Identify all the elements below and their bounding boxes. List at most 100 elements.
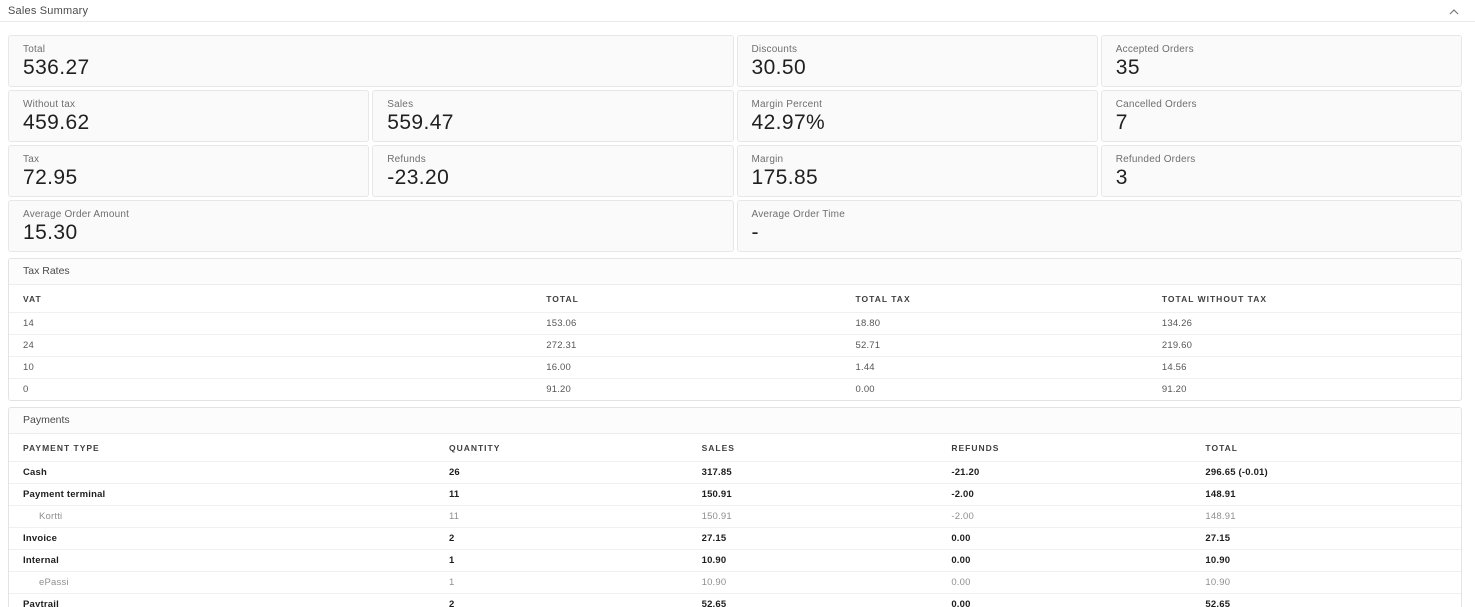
card-label: Cancelled Orders <box>1115 99 1197 110</box>
cell-quantity: 11 <box>448 505 702 528</box>
cell-total: 91.20 <box>546 378 856 400</box>
metric-card-refunded-orders: Refunded Orders 3 <box>1100 145 1462 197</box>
payments-panel: Payments PAYMENT TYPE QUANTITY SALES REF… <box>8 407 1462 607</box>
card-value: 72.95 <box>23 166 78 189</box>
cell-total-tax: 18.80 <box>855 312 1162 335</box>
cell-refunds: 0.00 <box>951 527 1206 550</box>
card-label: Sales <box>387 99 414 110</box>
column-header-vat: VAT <box>23 294 42 304</box>
card-label: Total <box>23 44 46 55</box>
cell-total: 52.65 <box>1205 593 1461 607</box>
tax-rate-row: 24 272.31 52.71 219.60 <box>9 334 1461 357</box>
card-label: Discounts <box>751 44 798 55</box>
section-header: Sales Summary <box>0 0 1475 22</box>
metric-card-refunds: Refunds -23.20 <box>372 145 734 197</box>
card-label: Refunds <box>387 154 426 165</box>
summary-cards-grid: Total 536.27 Discounts 30.50 Accepted Or… <box>8 35 1462 252</box>
cell-vat: 10 <box>9 356 547 379</box>
payment-sub-row-kortti: Kortti 11 150.91 -2.00 148.91 <box>9 505 1461 528</box>
cell-total-without-tax: 219.60 <box>1161 334 1461 357</box>
cell-total: 27.15 <box>1205 527 1461 550</box>
metric-card-cancelled-orders: Cancelled Orders 7 <box>1100 90 1462 142</box>
cell-total: 272.31 <box>546 334 856 357</box>
metric-card-tax: Tax 72.95 <box>8 145 370 197</box>
card-value: 559.47 <box>387 111 454 134</box>
column-header-total: TOTAL <box>546 294 579 304</box>
cell-quantity: 11 <box>448 483 702 506</box>
cell-quantity: 26 <box>448 461 702 484</box>
card-label: Without tax <box>23 99 76 110</box>
metric-card-sales: Sales 559.47 <box>372 90 734 142</box>
payment-row-payment-terminal: Payment terminal 11 150.91 -2.00 148.91 <box>9 483 1461 506</box>
metric-card-margin-percent: Margin Percent 42.97% <box>736 90 1098 142</box>
cell-sales: 10.90 <box>701 571 952 594</box>
collapse-section-button[interactable] <box>1447 1 1461 20</box>
column-header-payment-type: PAYMENT TYPE <box>23 443 100 453</box>
cell-total: 10.90 <box>1205 571 1461 594</box>
tax-rate-row: 0 91.20 0.00 91.20 <box>9 378 1461 400</box>
payment-row-invoice: Invoice 2 27.15 0.00 27.15 <box>9 527 1461 550</box>
cell-total: 10.90 <box>1205 549 1461 572</box>
cell-sales: 27.15 <box>701 527 952 550</box>
cell-refunds: -2.00 <box>951 505 1206 528</box>
cell-refunds: -2.00 <box>951 483 1206 506</box>
tax-rates-header-row: VAT TOTAL TOTAL TAX TOTAL WITHOUT TAX <box>9 285 1461 313</box>
payments-title: Payments <box>9 408 1461 434</box>
cell-total: 296.65 (-0.01) <box>1205 461 1461 484</box>
card-label: Margin Percent <box>751 99 823 110</box>
column-header-quantity: QUANTITY <box>448 443 501 453</box>
cell-payment-type: Kortti <box>9 505 449 528</box>
cell-refunds: 0.00 <box>951 549 1206 572</box>
card-value: 35 <box>1115 56 1140 79</box>
card-label: Margin <box>751 154 784 165</box>
cell-sales: 317.85 <box>701 461 952 484</box>
cell-sales: 52.65 <box>701 593 952 607</box>
sales-summary-content: Total 536.27 Discounts 30.50 Accepted Or… <box>0 22 1475 607</box>
chevron-up-icon <box>1449 3 1459 18</box>
metric-card-average-order-amount: Average Order Amount 15.30 <box>8 200 734 252</box>
metric-card-discounts: Discounts 30.50 <box>736 35 1098 87</box>
payment-row-paytrail: Paytrail 2 52.65 0.00 52.65 <box>9 593 1461 607</box>
tax-rate-row: 10 16.00 1.44 14.56 <box>9 356 1461 379</box>
card-label: Average Order Time <box>751 209 845 220</box>
tax-rates-panel: Tax Rates VAT TOTAL TOTAL TAX TOTAL WITH… <box>8 258 1462 401</box>
cell-payment-type: Invoice <box>9 527 449 550</box>
card-value: 3 <box>1115 166 1128 189</box>
cell-quantity: 1 <box>448 549 702 572</box>
cell-total-tax: 52.71 <box>855 334 1162 357</box>
tax-rates-table: VAT TOTAL TOTAL TAX TOTAL WITHOUT TAX 14… <box>9 285 1461 400</box>
card-value: 30.50 <box>751 56 807 79</box>
cell-sales: 10.90 <box>701 549 952 572</box>
cell-refunds: 0.00 <box>951 593 1206 607</box>
column-header-refunds: REFUNDS <box>951 443 1000 453</box>
cell-total: 16.00 <box>546 356 856 379</box>
card-value: 459.62 <box>23 111 90 134</box>
payments-table: PAYMENT TYPE QUANTITY SALES REFUNDS TOTA… <box>9 434 1461 607</box>
card-label: Refunded Orders <box>1115 154 1196 165</box>
payment-row-cash: Cash 26 317.85 -21.20 296.65 (-0.01) <box>9 461 1461 484</box>
metric-card-without-tax: Without tax 459.62 <box>8 90 370 142</box>
cell-total-without-tax: 91.20 <box>1161 378 1461 400</box>
metric-card-average-order-time: Average Order Time - <box>736 200 1462 252</box>
cell-refunds: 0.00 <box>951 571 1206 594</box>
card-value: - <box>751 221 759 244</box>
metric-card-accepted-orders: Accepted Orders 35 <box>1100 35 1462 87</box>
cell-payment-type: Cash <box>9 461 449 484</box>
cell-total-without-tax: 134.26 <box>1161 312 1461 335</box>
payment-sub-row-epassi: ePassi 1 10.90 0.00 10.90 <box>9 571 1461 594</box>
cell-total: 148.91 <box>1205 505 1461 528</box>
payments-header-row: PAYMENT TYPE QUANTITY SALES REFUNDS TOTA… <box>9 434 1461 462</box>
card-value: -23.20 <box>387 166 450 189</box>
column-header-total: TOTAL <box>1205 443 1238 453</box>
cell-payment-type: Paytrail <box>9 593 449 607</box>
cell-vat: 0 <box>9 378 547 400</box>
page-title: Sales Summary <box>8 4 89 17</box>
cell-sales: 150.91 <box>701 505 952 528</box>
cell-total-tax: 0.00 <box>855 378 1162 400</box>
card-label: Average Order Amount <box>23 209 130 220</box>
card-label: Accepted Orders <box>1115 44 1194 55</box>
card-value: 7 <box>1115 111 1128 134</box>
column-header-total-without-tax: TOTAL WITHOUT TAX <box>1161 294 1267 304</box>
column-header-sales: SALES <box>701 443 735 453</box>
column-header-total-tax: TOTAL TAX <box>855 294 911 304</box>
